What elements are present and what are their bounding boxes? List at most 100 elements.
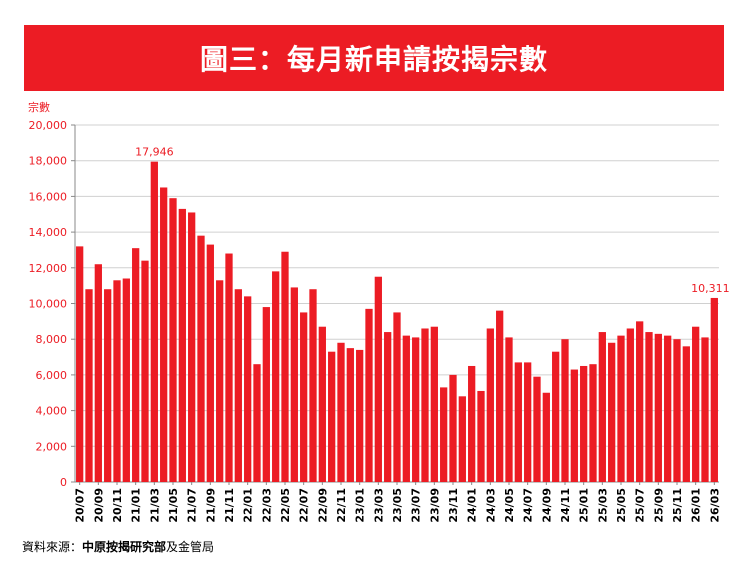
bar [636,321,644,482]
source-org: 中原按揭研究部 [82,540,167,554]
bar [169,198,177,482]
source-note: 資料來源：中原按揭研究部及金管局 [22,538,214,555]
bar [346,348,354,482]
x-tick-label: 25/05 [615,488,628,523]
bar [253,364,261,482]
y-tick-label: 4,000 [36,405,68,418]
bar [234,289,242,482]
bar [673,339,681,482]
x-tick-label: 26/03 [708,488,721,523]
data-label: 10,311 [691,282,730,295]
bar [281,251,289,482]
x-tick-label: 21/01 [130,488,143,523]
bar [440,387,448,482]
x-tick-label: 22/05 [279,488,292,523]
y-tick-label: 10,000 [29,298,68,311]
bar [505,337,513,482]
bar [94,264,102,482]
bar [626,328,634,482]
x-tick-label: 24/07 [522,488,535,523]
x-tick-label: 22/09 [316,488,329,523]
x-tick-label: 25/11 [671,488,684,523]
bar [141,260,149,482]
x-tick-label: 23/09 [428,488,441,523]
chart-title: 圖三：每月新申請按揭宗數 [199,43,548,76]
y-tick-label: 0 [60,476,67,489]
y-axis-label: 宗數 [28,100,50,114]
bar [402,335,410,482]
bar [132,248,140,482]
x-tick-label: 21/11 [223,488,236,523]
y-tick-label: 8,000 [36,333,68,346]
bar [421,328,429,482]
bar [570,369,578,482]
x-tick-label: 21/03 [148,488,161,523]
x-tick-label: 25/01 [578,488,591,523]
source-prefix: 資料來源： [22,540,83,554]
bar [225,253,233,482]
y-tick-label: 20,000 [29,119,68,132]
x-tick-label: 22/11 [335,488,348,523]
bar [244,296,252,482]
title-banner: 圖三：每月新申請按揭宗數 [24,25,724,91]
y-tick-label: 12,000 [29,262,68,275]
bar [122,278,130,482]
bar [682,346,690,482]
x-tick-label: 25/03 [596,488,609,523]
bar [160,187,168,482]
bar [524,362,532,482]
x-tick-label: 20/07 [74,488,87,523]
bar [188,212,196,482]
bar [365,308,373,482]
x-tick-label: 24/01 [466,488,479,523]
x-tick-label: 23/01 [354,488,367,523]
bar [542,392,550,482]
bar [197,235,205,482]
x-tick-label: 24/03 [484,488,497,523]
bar [608,342,616,482]
x-tick-label: 23/03 [372,488,385,523]
bar [318,326,326,482]
x-tick-label: 23/07 [410,488,423,523]
x-tick-label: 21/07 [186,488,199,523]
x-tick-label: 25/07 [634,488,647,523]
y-tick-label: 2,000 [36,440,68,453]
x-tick-label: 24/05 [503,488,516,523]
bar [692,326,700,482]
bar [384,332,392,482]
bar [412,337,420,482]
bar [206,244,214,482]
x-tick-label: 23/05 [391,488,404,523]
x-tick-label: 25/09 [652,488,665,523]
bar [496,310,504,482]
y-tick-label: 14,000 [29,226,68,239]
bar [356,349,364,482]
bar [514,362,522,482]
bar [701,337,709,482]
bar [216,280,224,482]
x-tick-label: 21/05 [167,488,180,523]
bar [272,271,280,482]
x-tick-label: 26/01 [690,488,703,523]
bar [393,312,401,482]
bar [664,335,672,482]
bar [76,246,84,482]
bar [300,312,308,482]
bar [178,208,186,482]
bar [337,342,345,482]
bar [486,328,494,482]
bar [561,339,569,482]
bar [710,297,718,482]
y-tick-label: 18,000 [29,155,68,168]
x-tick-label: 22/01 [242,488,255,523]
bar [552,351,560,482]
y-tick-label: 6,000 [36,369,68,382]
bar [309,289,317,482]
y-tick-label: 16,000 [29,190,68,203]
bar [645,332,653,482]
bar [477,390,485,482]
bar [598,332,606,482]
bar [589,364,597,482]
bar [328,351,336,482]
x-tick-label: 21/09 [204,488,217,523]
